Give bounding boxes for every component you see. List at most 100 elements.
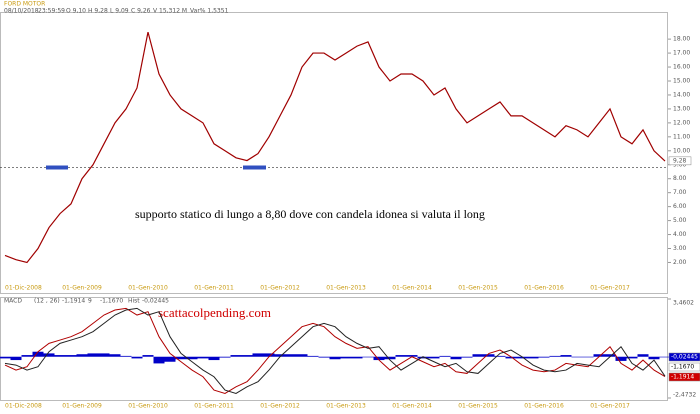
- hist-bar: [274, 354, 286, 357]
- hist-bar: [538, 356, 550, 358]
- y-tick-label: 3.00: [673, 245, 687, 252]
- last-value-box: [668, 372, 700, 382]
- y-tick-label: 17.00: [673, 50, 690, 57]
- price-line: [4, 31, 666, 264]
- hist-bar: [582, 356, 594, 358]
- hist-bar: [164, 356, 176, 362]
- y-tick-label: 2.00: [673, 259, 687, 266]
- symbol: FORD MOTOR: [4, 1, 45, 8]
- hist-bar: [120, 355, 132, 357]
- hist-bar: [483, 354, 495, 357]
- hist-bar: [0, 356, 11, 359]
- x-tick-label: 01-Gen-2017: [590, 285, 630, 292]
- x-tick-label: 01-Gen-2017: [590, 403, 630, 410]
- hist-bar: [54, 355, 66, 357]
- last-value-box: [668, 362, 700, 372]
- hist-bar: [43, 353, 55, 357]
- time: 23:59:59: [38, 8, 65, 15]
- hist-bar: [219, 356, 231, 358]
- hist-bar: [340, 356, 352, 359]
- y-tick-label: 6.00: [673, 203, 687, 210]
- y-tick-label: 13.00: [673, 105, 690, 112]
- y-tick-label: 18.00: [673, 36, 690, 43]
- hist-bar: [131, 356, 143, 359]
- hist-bar: [10, 356, 22, 361]
- x-tick-label: 01-Gen-2014: [392, 403, 432, 410]
- x-tick-label: 01-Gen-2009: [62, 403, 102, 410]
- hist-bar: [373, 356, 385, 361]
- macd-line: [4, 307, 666, 394]
- hist-bar: [87, 353, 99, 357]
- hist-bar: [659, 356, 671, 358]
- hist-bar: [472, 354, 484, 357]
- x-tick-label: 01-Gen-2015: [458, 285, 498, 292]
- last-value-label: -1,1914: [671, 374, 694, 381]
- x-tick-label: 01-Gen-2013: [326, 403, 366, 410]
- hist-bar: [549, 355, 561, 357]
- last-value-label: -0,02445: [671, 354, 698, 361]
- y-tick-label: 3,4602: [673, 300, 694, 307]
- x-tick-label: 01-Gen-2012: [260, 403, 300, 410]
- hist-legend: -0,02445: [142, 298, 169, 305]
- y-tick-label: 7.00: [673, 189, 687, 196]
- x-tick-label: 01-Gen-2010: [128, 285, 168, 292]
- low: L 9,09: [110, 8, 129, 15]
- hist-bar: [98, 353, 110, 357]
- hist-bar: [384, 356, 396, 360]
- hist-bar: [406, 355, 418, 357]
- open: O 9,10: [66, 8, 86, 15]
- volume: V 15,312 M: [153, 8, 187, 15]
- x-tick-label: 01-Gen-2014: [392, 285, 432, 292]
- y-tick-label: 10.00: [673, 147, 690, 154]
- hist-name: Hist: [128, 298, 140, 305]
- hist-bar: [593, 354, 605, 357]
- last-price-label: 9,28: [673, 157, 687, 164]
- price-frame: [0, 12, 668, 294]
- y-tick-label: 16.00: [673, 64, 690, 71]
- hist-bar: [615, 356, 627, 361]
- hist-bar: [175, 356, 187, 360]
- hist-bar: [648, 356, 660, 360]
- hist-bar: [637, 354, 649, 357]
- hist-bar: [494, 355, 506, 357]
- hist-bar: [153, 356, 165, 364]
- macd-line: [4, 307, 666, 394]
- hist-bar: [560, 355, 572, 357]
- macd-frame: [0, 297, 668, 401]
- hist-bar: [142, 355, 154, 357]
- hist-bar: [252, 353, 264, 357]
- hist-bar: [362, 356, 374, 358]
- hist-bar: [571, 356, 583, 358]
- hist-bar: [626, 356, 638, 359]
- hist-bar: [428, 356, 440, 359]
- y-tick-label: 14.00: [673, 91, 690, 98]
- hist-bar: [109, 354, 121, 357]
- hist-bar: [21, 355, 33, 357]
- hist-bar: [461, 356, 473, 358]
- annotation: supporto statico di lungo a 8,80 dove co…: [135, 207, 485, 221]
- y-tick-label: 8.00: [673, 175, 687, 182]
- date: 08/10/2018: [4, 8, 39, 15]
- hist-bar: [417, 356, 429, 359]
- x-tick-label: 01-Gen-2016: [524, 285, 564, 292]
- hist-bar: [296, 354, 308, 357]
- hist-bar: [32, 351, 44, 357]
- hist-bar: [439, 355, 451, 357]
- x-tick-label: 01-Gen-2015: [458, 403, 498, 410]
- hist-bar: [395, 355, 407, 357]
- x-tick-label: 01-Gen-2016: [524, 403, 564, 410]
- hist-bar: [351, 356, 363, 359]
- x-tick-label: 01-Gen-2012: [260, 285, 300, 292]
- hist-bar: [604, 354, 616, 357]
- hist-bar: [450, 356, 462, 360]
- y-tick-label: 11.00: [673, 133, 690, 140]
- hist-bar: [208, 356, 220, 361]
- x-tick-label: 01-Gen-2011: [194, 403, 234, 410]
- signal-legend: -1,1670: [100, 298, 123, 305]
- hist-bar: [241, 355, 253, 357]
- hist-bar: [197, 356, 209, 359]
- hist-bar: [329, 356, 341, 360]
- hist-bar: [505, 356, 517, 359]
- watermark: scattacolpending.com: [158, 305, 271, 320]
